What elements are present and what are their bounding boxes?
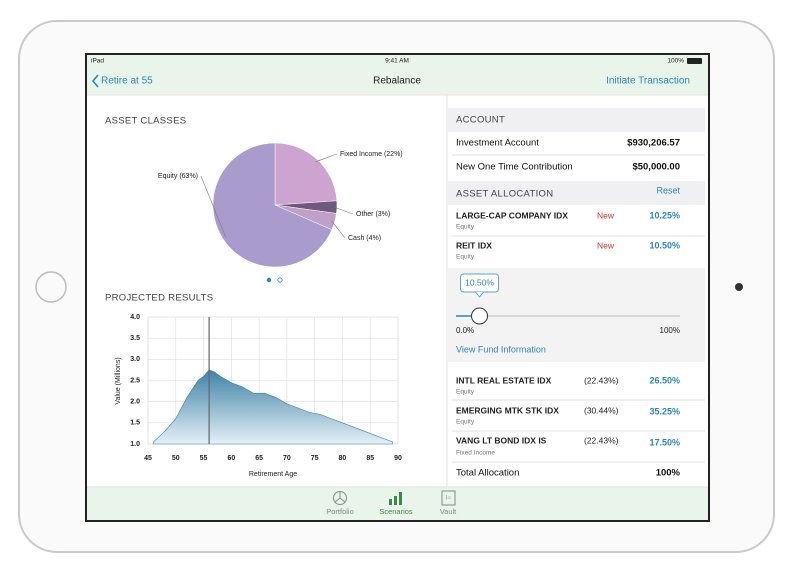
fund-class: Equity [456,254,475,261]
fund-class: Equity [456,419,475,426]
y-tick-label: 3.5 [130,335,140,342]
section-header [447,181,705,205]
tab-label: Portfolio [326,507,354,516]
slice-label: Equity (63%) [158,173,198,180]
nav-action[interactable]: Initiate Transaction [606,76,690,87]
x-tick-label: 70 [283,455,291,462]
fund-current: (30.44%) [584,405,619,415]
section-header [447,108,705,132]
y-tick-label: 1.0 [130,441,140,448]
row-value: $930,206.57 [627,138,680,149]
x-tick-label: 60 [227,455,235,462]
x-tick-label: 90 [394,455,402,462]
tab-scenarios[interactable]: Scenarios [379,492,413,516]
y-tick-label: 4.0 [130,314,140,321]
x-tick-label: 50 [172,455,180,462]
leader-line [333,206,354,215]
section-title: ASSET CLASSES [105,116,186,127]
section-header-text: ACCOUNT [456,115,505,126]
y-tick-label: 1.5 [130,420,140,427]
pie-chart: Fixed Income (22%) Other (3%) Cash (4%) Equ… [158,142,403,268]
camera [735,283,743,291]
total-value: 100% [656,468,681,479]
y-tick-label: 2.5 [130,377,140,384]
tab-icon [389,492,402,505]
slider-bubble-pointer [475,291,484,298]
x-tick-label: 80 [339,455,347,462]
slider[interactable]: 10.50% 0.0% 100% [456,273,680,335]
tab-bar [87,487,708,520]
slider-min-label: 0.0% [456,326,474,335]
row-value: $50,000.00 [632,162,680,173]
y-axis-label: Value (Millions) [115,357,122,404]
tab-vault[interactable]: I○ Vault [440,490,457,516]
fund-target[interactable]: 17.50% [649,437,680,447]
page-dot[interactable] [266,277,272,283]
fund-class: Fixed Income [456,450,495,457]
slice-label: Fixed Income (22%) [340,151,403,158]
area [153,369,393,445]
leader-line [315,153,338,163]
pie-slice [212,142,333,268]
status-battery: 100% [667,58,684,65]
x-tick-label: 45 [144,455,152,462]
x-axis-label: Retirement Age [249,471,297,478]
x-tick-label: 85 [366,455,374,462]
fund-name[interactable]: VANG LT BOND IDX IS [456,435,547,445]
pie-slice [274,142,338,206]
status-device: iPad [91,58,104,65]
fund-name[interactable]: LARGE-CAP COMPANY IDX [456,210,568,220]
nav-title: Rebalance [373,76,421,87]
section-header-text: ASSET ALLOCATION [456,189,553,200]
fund-name[interactable]: REIT IDX [456,240,492,250]
slice-label: Other (3%) [356,211,390,218]
tab-portfolio[interactable]: Portfolio [326,491,354,516]
fund-class: Equity [456,224,475,231]
tab-label: Scenarios [379,507,413,516]
slider-knob [471,307,489,325]
fund-name[interactable]: EMERGING MTK STK IDX [456,405,559,415]
row-label: New One Time Contribution [456,162,573,173]
fund-target[interactable]: 10.50% [649,240,680,250]
x-tick-label: 65 [255,455,263,462]
total-label: Total Allocation [456,468,519,479]
back-chevron[interactable] [91,74,99,88]
back-button[interactable]: Retire at 55 [101,76,153,87]
fund-current: (22.43%) [584,375,619,385]
status-time: 9:41 AM [385,58,409,65]
y-tick-label: 3.0 [130,356,140,363]
area-chart: 1.0 1.5 2.0 2.5 3.0 3.5 4.0 45 50 55 60 65 70 75 80 85 9… [130,314,402,462]
leader-line [331,220,346,239]
fund-class: Equity [456,389,475,396]
fund-target[interactable]: 26.50% [649,375,680,385]
leader-line [200,175,227,238]
x-tick-label: 55 [200,455,208,462]
nav-background [87,55,708,95]
fund-name[interactable]: INTL REAL ESTATE IDX [456,375,552,385]
battery-icon [687,58,702,64]
page-dot[interactable] [277,277,283,283]
slice-label: Cash (4%) [348,235,381,242]
slider-max-label: 100% [660,326,680,335]
tab-icon [334,491,346,503]
y-tick-label: 2.0 [130,399,140,406]
row-label: Investment Account [456,138,539,149]
x-tick-label: 75 [311,455,319,462]
fund-status: New [597,210,615,220]
tab-label: Vault [440,507,457,516]
fund-info-link[interactable]: View Fund Information [456,344,546,354]
fund-status: New [597,240,615,250]
reset-button[interactable]: Reset [656,185,680,195]
tab-icon [441,490,456,506]
tab-icon: I○ [446,496,452,502]
slider-value-label: 10.50% [465,277,494,287]
fund-target[interactable]: 35.25% [649,406,680,416]
fund-current: (22.43%) [584,435,619,445]
fund-target[interactable]: 10.25% [649,210,680,220]
home-button[interactable] [35,271,67,303]
section-title: PROJECTED RESULTS [105,293,213,304]
